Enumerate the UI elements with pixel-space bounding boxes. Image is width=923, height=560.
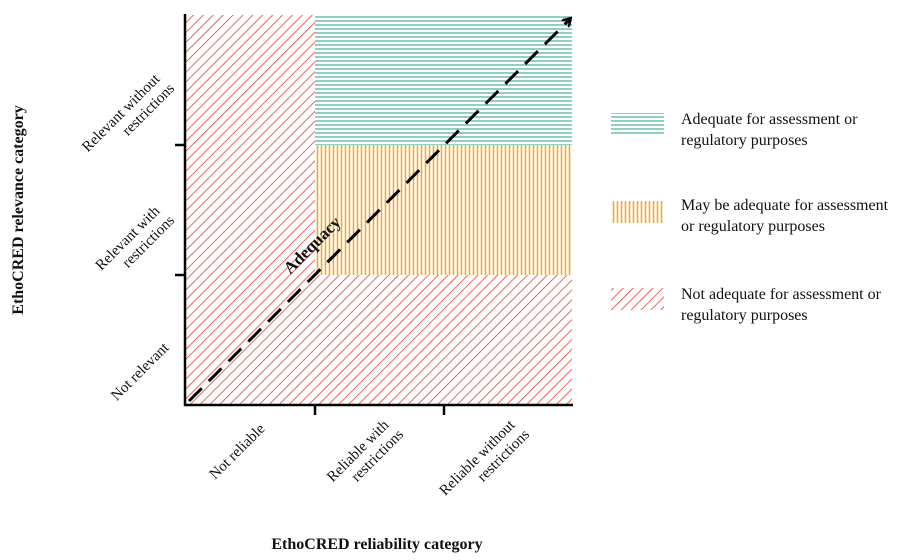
legend: Adequate for assessment or regulatory pu… <box>611 111 892 324</box>
legend-label-not-adequate: Not adequate for assessment or regulator… <box>681 286 885 324</box>
legend-label-may-be-adequate-line2: or regulatory purposes <box>681 218 825 235</box>
zone-may-be-adequate <box>315 145 572 275</box>
legend-item-may-be-adequate: May be adequate for assessment or regula… <box>611 197 892 235</box>
y-label-not-relevant: Not relevant <box>108 339 173 404</box>
axes <box>175 14 573 415</box>
y-label-not-relevant-line1: Not relevant <box>108 339 173 404</box>
zone-adequate <box>315 15 572 145</box>
legend-swatch-may-be-adequate <box>611 201 664 223</box>
x-axis-title: EthoCRED reliability category <box>271 536 482 553</box>
x-label-not-reliable-line1: Not reliable <box>207 421 269 483</box>
adequacy-arrow <box>187 19 570 403</box>
legend-swatch-adequate <box>611 113 664 135</box>
legend-label-not-adequate-line2: regulatory purposes <box>681 307 808 324</box>
legend-label-not-adequate-line1: Not adequate for assessment or <box>681 286 882 303</box>
legend-item-adequate: Adequate for assessment or regulatory pu… <box>611 111 861 149</box>
y-label-relevant-without-restrictions: Relevant without restrictions <box>79 69 178 168</box>
legend-label-adequate-line2: regulatory purposes <box>681 132 808 149</box>
legend-swatch-not-adequate <box>611 288 664 310</box>
zone-not-adequate-column <box>185 15 315 405</box>
zone-not-adequate <box>185 15 572 405</box>
x-label-not-reliable: Not reliable <box>207 421 269 483</box>
legend-label-adequate: Adequate for assessment or regulatory pu… <box>681 111 861 149</box>
legend-item-not-adequate: Not adequate for assessment or regulator… <box>611 286 885 324</box>
y-label-relevant-with-restrictions: Relevant with restrictions <box>93 201 178 286</box>
legend-label-adequate-line1: Adequate for assessment or <box>681 111 858 128</box>
legend-label-may-be-adequate: May be adequate for assessment or regula… <box>681 197 892 235</box>
legend-label-may-be-adequate-line1: May be adequate for assessment <box>681 197 889 214</box>
y-axis-title: EthoCRED relevance category <box>10 105 27 314</box>
x-label-reliable-without-restrictions: Reliable without restrictions <box>437 415 534 512</box>
x-label-reliable-with-restrictions: Reliable with restrictions <box>324 415 407 498</box>
zone-not-adequate-row <box>315 275 572 405</box>
